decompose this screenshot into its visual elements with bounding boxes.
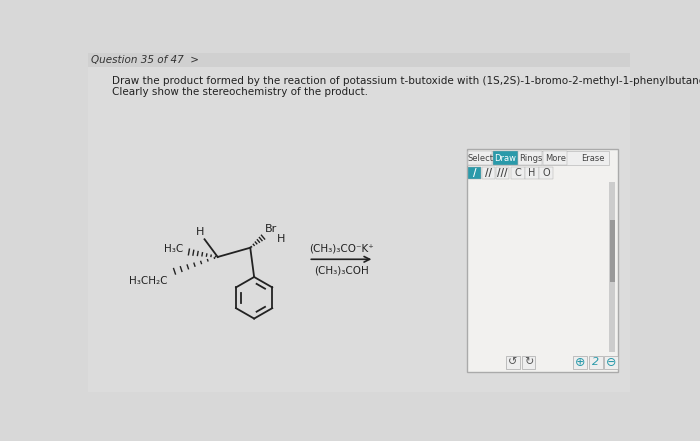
- Bar: [543, 151, 567, 165]
- Bar: [482, 167, 495, 179]
- Bar: [468, 167, 481, 179]
- Text: Rings: Rings: [519, 154, 542, 163]
- Text: (CH₃)₃CO⁻K⁺: (CH₃)₃CO⁻K⁺: [309, 243, 374, 253]
- Text: ↺: ↺: [508, 358, 518, 367]
- Text: Select: Select: [467, 154, 493, 163]
- Text: Draw: Draw: [494, 154, 516, 163]
- Text: H₃CH₂C: H₃CH₂C: [129, 276, 167, 286]
- Text: Clearly show the stereochemistry of the product.: Clearly show the stereochemistry of the …: [112, 87, 368, 97]
- Bar: [468, 151, 609, 165]
- Text: H: H: [196, 227, 204, 236]
- Text: O: O: [542, 168, 550, 178]
- Text: Draw the product formed by the reaction of potassium t-butoxide with (1S,2S)-1-b: Draw the product formed by the reaction …: [112, 76, 700, 86]
- Text: /: /: [473, 168, 477, 178]
- Text: H: H: [276, 234, 285, 244]
- Bar: [539, 167, 552, 179]
- Bar: [519, 151, 543, 165]
- Bar: [512, 167, 524, 179]
- Bar: [609, 182, 615, 351]
- Bar: [573, 355, 587, 370]
- Text: Erase: Erase: [581, 154, 604, 163]
- Bar: [526, 167, 538, 179]
- Text: //: //: [485, 168, 492, 178]
- Text: More: More: [545, 154, 566, 163]
- Bar: [610, 220, 615, 282]
- Bar: [522, 355, 536, 370]
- Text: ↻: ↻: [524, 358, 533, 367]
- Bar: [589, 355, 603, 370]
- Text: Br: Br: [265, 224, 277, 234]
- Bar: [493, 151, 517, 165]
- Text: ⊕: ⊕: [575, 356, 586, 369]
- Text: (CH₃)₃COH: (CH₃)₃COH: [314, 265, 369, 276]
- Text: ///: ///: [497, 168, 508, 178]
- Bar: [468, 151, 492, 165]
- Bar: [88, 53, 630, 67]
- Text: H₃C: H₃C: [164, 244, 183, 254]
- Text: C: C: [514, 168, 522, 178]
- FancyBboxPatch shape: [468, 149, 618, 373]
- Text: ⊖: ⊖: [606, 356, 617, 369]
- Text: 2: 2: [592, 358, 599, 367]
- Bar: [506, 355, 520, 370]
- Bar: [496, 167, 509, 179]
- Text: Question 35 of 47  >: Question 35 of 47 >: [92, 55, 200, 65]
- Bar: [604, 355, 618, 370]
- Text: H: H: [528, 168, 536, 178]
